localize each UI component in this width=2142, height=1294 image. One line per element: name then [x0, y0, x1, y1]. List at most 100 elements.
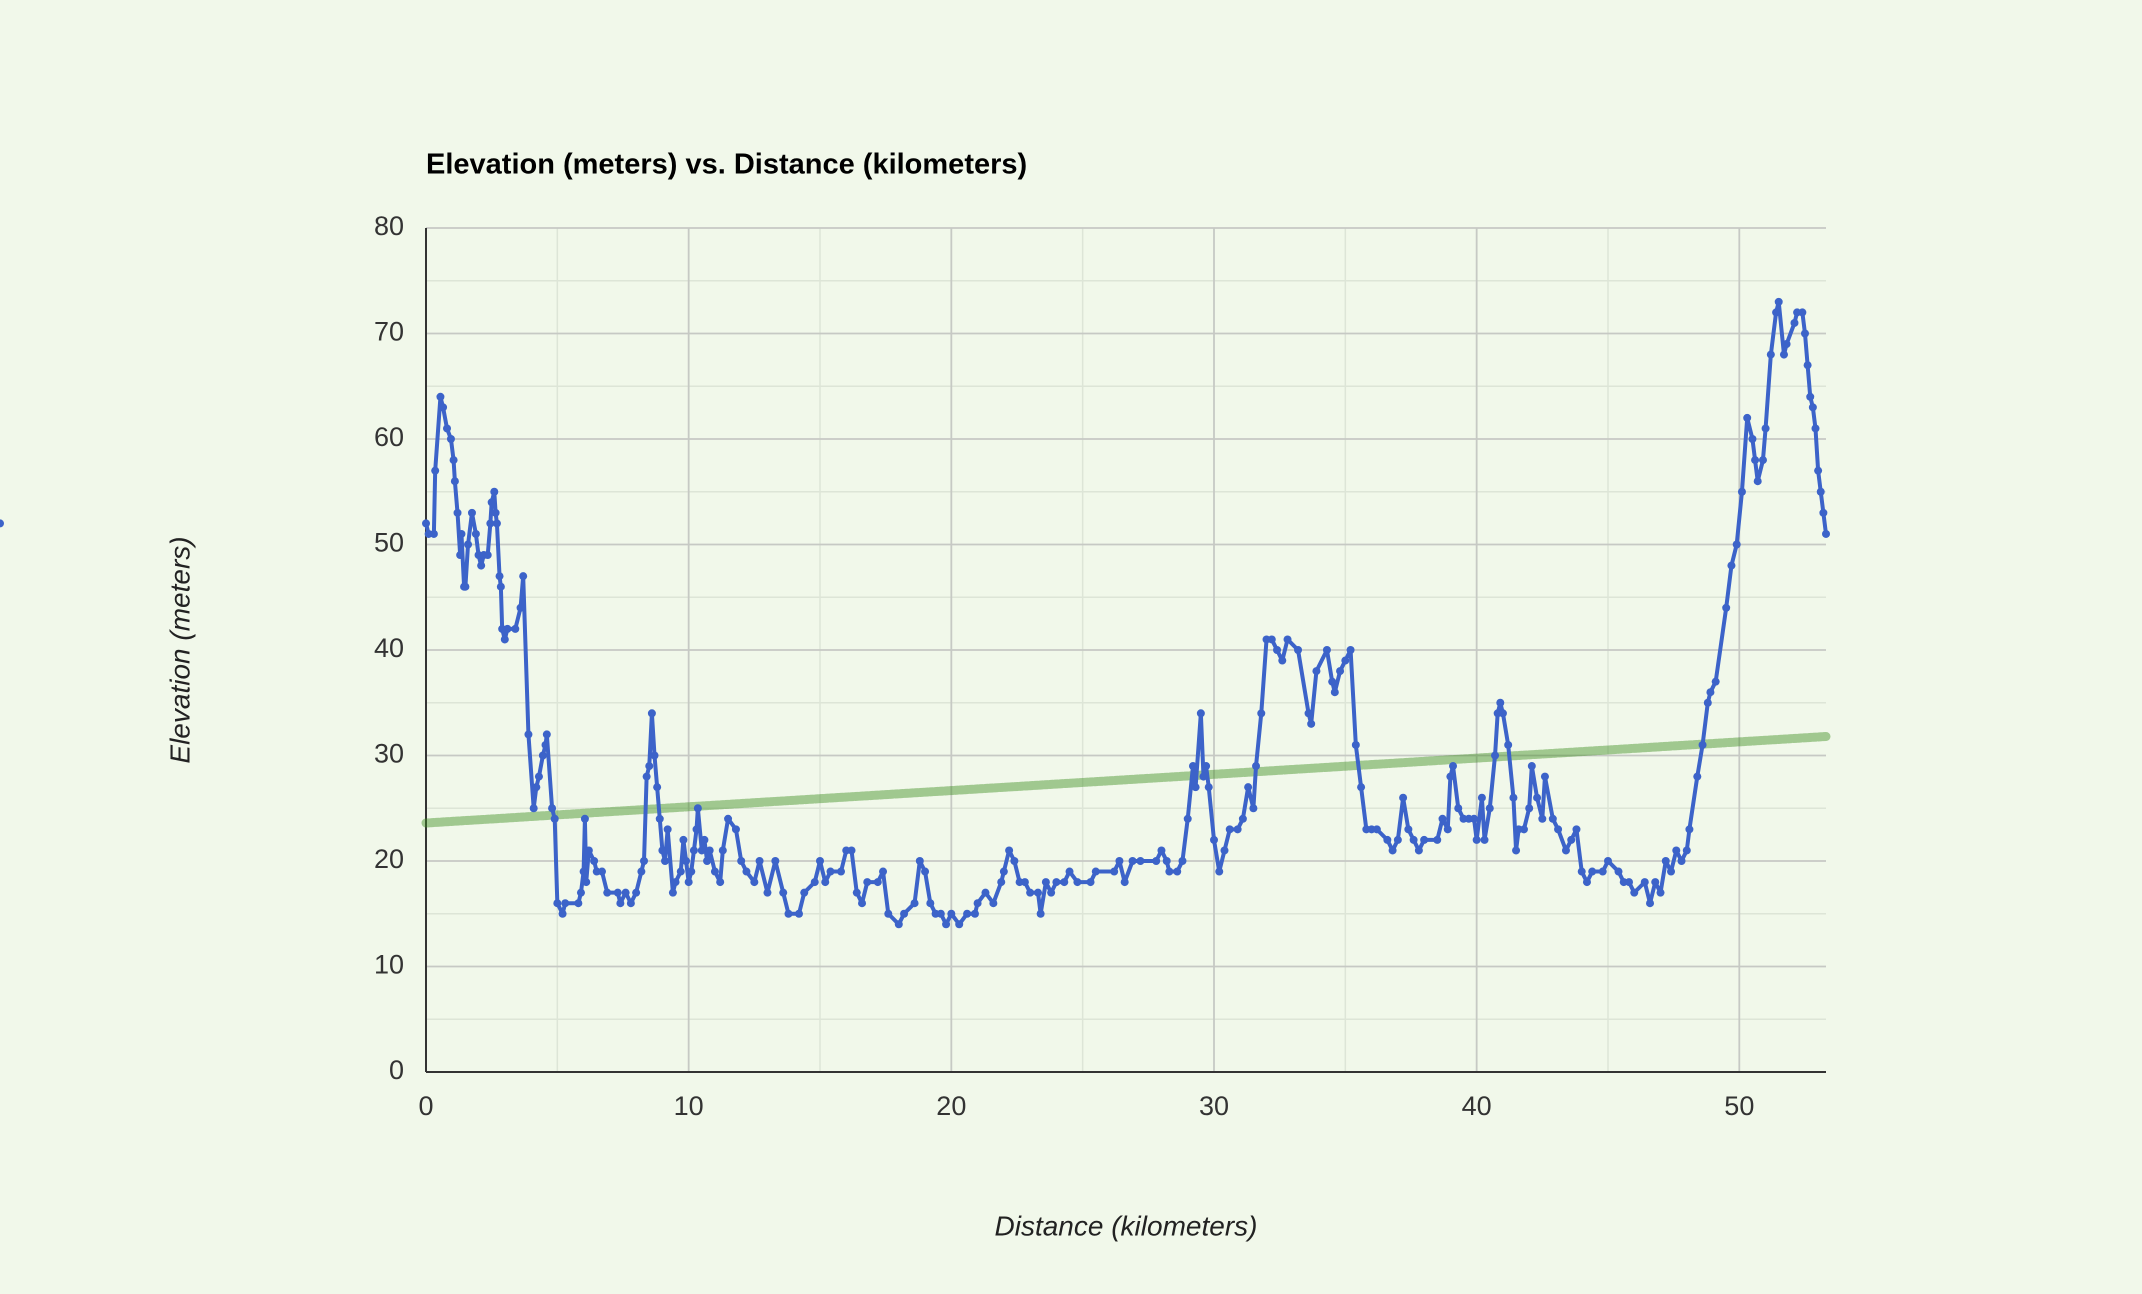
data-point [1328, 677, 1337, 686]
data-point [1073, 878, 1082, 887]
data-point [1294, 646, 1303, 654]
y-axis-title: Elevation (meters) [164, 536, 195, 763]
data-point [1252, 762, 1261, 771]
data-point [1800, 329, 1809, 338]
data-point [1656, 888, 1665, 897]
data-point [1047, 888, 1056, 897]
data-point [456, 551, 465, 560]
data-point [1772, 308, 1781, 317]
x-tick-label: 40 [1462, 1091, 1492, 1121]
data-point [422, 519, 430, 528]
data-point [1470, 814, 1479, 823]
data-point [1409, 835, 1418, 844]
data-point [1703, 698, 1712, 707]
data-point [1698, 740, 1707, 749]
data-point [1533, 793, 1542, 802]
data-point [471, 529, 480, 538]
data-point [826, 867, 835, 876]
data-point [0, 519, 4, 528]
data-point [900, 909, 909, 918]
data-point [1052, 878, 1061, 887]
data-point [529, 804, 538, 813]
plot-area [0, 297, 1831, 929]
data-point [1758, 456, 1767, 465]
data-point [1743, 413, 1752, 422]
data-point [1249, 804, 1258, 813]
data-point [553, 899, 562, 908]
data-point [574, 899, 583, 908]
data-point [705, 846, 714, 855]
data-point [1819, 508, 1828, 517]
data-point [1115, 857, 1124, 865]
data-point [1414, 846, 1423, 855]
data-point [1438, 814, 1447, 823]
data-point [550, 814, 559, 823]
data-point [737, 857, 746, 865]
y-tick-label: 30 [374, 739, 404, 769]
data-point [1806, 392, 1815, 401]
data-point [1480, 835, 1489, 844]
data-point [1822, 529, 1830, 538]
data-point [1330, 688, 1339, 697]
data-point [1312, 667, 1321, 676]
data-point [942, 920, 951, 929]
data-point [1761, 424, 1770, 433]
data-point [1737, 487, 1746, 496]
data-point [541, 740, 550, 749]
data-point [700, 835, 709, 844]
data-point [1527, 762, 1536, 771]
data-point [1443, 825, 1452, 834]
data-point [724, 814, 733, 823]
data-point [794, 909, 803, 918]
data-point [1477, 793, 1486, 802]
data-point [492, 519, 501, 528]
data-point [1307, 719, 1316, 728]
data-point [784, 909, 793, 918]
data-point [584, 846, 593, 855]
data-point [661, 857, 670, 865]
data-point [603, 888, 612, 897]
data-point [716, 878, 725, 887]
data-point [436, 392, 445, 401]
data-point [1748, 435, 1757, 443]
x-tick-label: 0 [418, 1091, 433, 1121]
data-point [1209, 835, 1218, 844]
trendline [421, 732, 1831, 828]
data-point [483, 551, 492, 560]
data-point [1178, 857, 1187, 865]
data-point [453, 508, 462, 517]
data-point [1667, 867, 1676, 876]
chart-title: Elevation (meters) vs. Distance (kilomet… [426, 149, 1027, 181]
data-point [1672, 846, 1681, 855]
data-point [1165, 867, 1174, 876]
data-point [532, 783, 541, 792]
data-point [668, 888, 677, 897]
data-point [779, 888, 788, 897]
data-point [1588, 867, 1597, 876]
data-point [1202, 762, 1211, 771]
data-point [1091, 867, 1100, 876]
data-point [1567, 835, 1576, 844]
data-point [1388, 846, 1397, 855]
data-point [1509, 793, 1518, 802]
data-point [1751, 456, 1760, 465]
data-point [538, 751, 547, 760]
data-point [1128, 857, 1137, 865]
data-point [1554, 825, 1563, 834]
data-point [558, 909, 567, 918]
data-point [894, 920, 903, 929]
data-point [1204, 783, 1213, 792]
data-point [1120, 878, 1129, 887]
data-point [503, 624, 512, 633]
data-point [1722, 603, 1731, 612]
data-point [684, 878, 693, 887]
data-point [467, 508, 476, 517]
data-point [999, 867, 1008, 876]
data-point [963, 909, 972, 918]
data-point [637, 867, 646, 876]
data-point [821, 878, 830, 887]
data-point [1538, 814, 1547, 823]
data-point [1086, 878, 1095, 887]
data-point [750, 878, 759, 887]
data-point [1603, 857, 1612, 865]
